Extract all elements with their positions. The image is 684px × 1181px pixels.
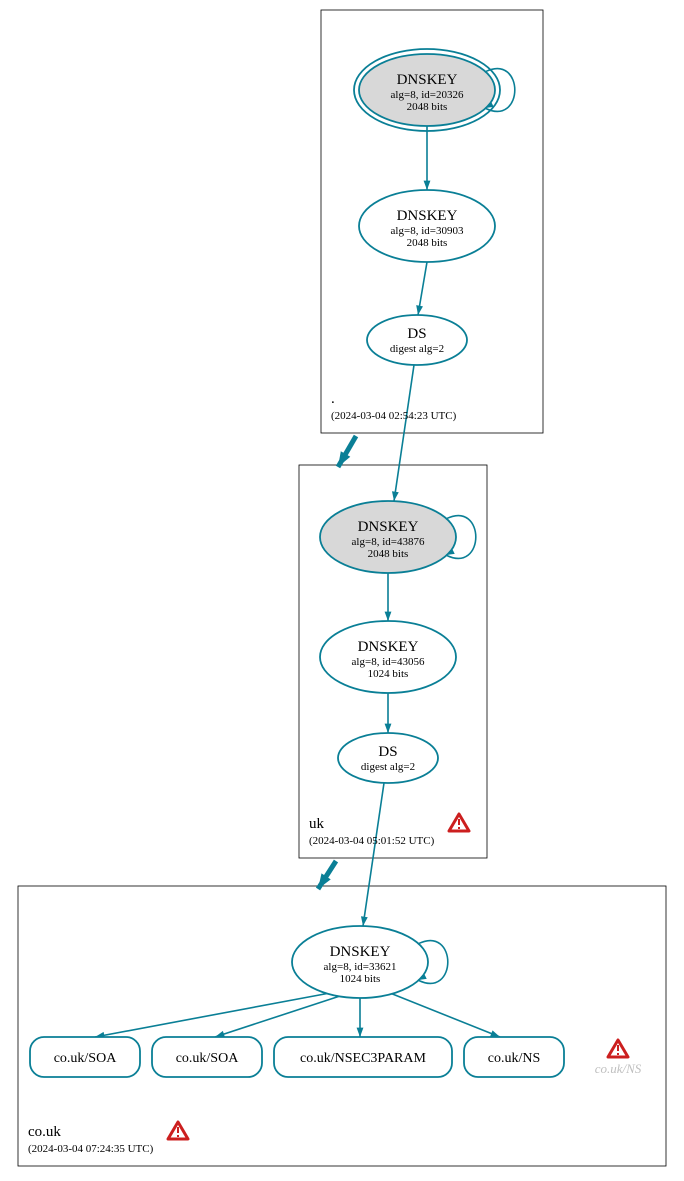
svg-text:co.uk/SOA: co.uk/SOA — [54, 1051, 118, 1066]
record-r1: co.uk/SOA — [30, 1037, 140, 1077]
node-text: DNSKEY — [397, 208, 458, 224]
record-r2: co.uk/SOA — [152, 1037, 262, 1077]
zone-name-root: . — [331, 391, 335, 407]
svg-text:co.uk/NS: co.uk/NS — [488, 1051, 541, 1066]
node-text: 1024 bits — [340, 973, 381, 985]
node-text: DS — [378, 744, 397, 760]
node-text: DNSKEY — [397, 72, 458, 88]
svg-text:co.uk/SOA: co.uk/SOA — [176, 1051, 240, 1066]
zone-name-couk: co.uk — [28, 1124, 61, 1140]
node-uk-zsk: DNSKEYalg=8, id=430561024 bits — [320, 621, 456, 693]
zone-timestamp-root: (2024-03-04 02:54:23 UTC) — [331, 410, 457, 422]
node-text: 1024 bits — [368, 668, 409, 680]
faded-record: co.uk/NS — [595, 1061, 642, 1076]
node-root-zsk: DNSKEYalg=8, id=309032048 bits — [359, 190, 495, 262]
node-text: DNSKEY — [358, 519, 419, 535]
node-text: alg=8, id=43056 — [352, 656, 425, 668]
node-text: digest alg=2 — [390, 343, 444, 355]
record-r3: co.uk/NSEC3PARAM — [274, 1037, 452, 1077]
node-text: DS — [407, 326, 426, 342]
zone-timestamp-couk: (2024-03-04 07:24:35 UTC) — [28, 1143, 154, 1155]
node-text: 2048 bits — [407, 237, 448, 249]
svg-text:co.uk/NSEC3PARAM: co.uk/NSEC3PARAM — [300, 1051, 426, 1066]
node-text: alg=8, id=20326 — [391, 89, 464, 101]
zone-timestamp-uk: (2024-03-04 05:01:52 UTC) — [309, 835, 435, 847]
zone-name-uk: uk — [309, 816, 325, 832]
node-text: 2048 bits — [368, 548, 409, 560]
node-text: digest alg=2 — [361, 761, 415, 773]
node-uk-ds: DSdigest alg=2 — [338, 733, 438, 783]
node-text: 2048 bits — [407, 101, 448, 113]
node-text: alg=8, id=33621 — [324, 961, 397, 973]
record-r4: co.uk/NS — [464, 1037, 564, 1077]
node-text: alg=8, id=30903 — [391, 225, 464, 237]
node-text: DNSKEY — [358, 639, 419, 655]
node-text: DNSKEY — [330, 944, 391, 960]
node-text: alg=8, id=43876 — [352, 536, 425, 548]
node-root-ds: DSdigest alg=2 — [367, 315, 467, 365]
